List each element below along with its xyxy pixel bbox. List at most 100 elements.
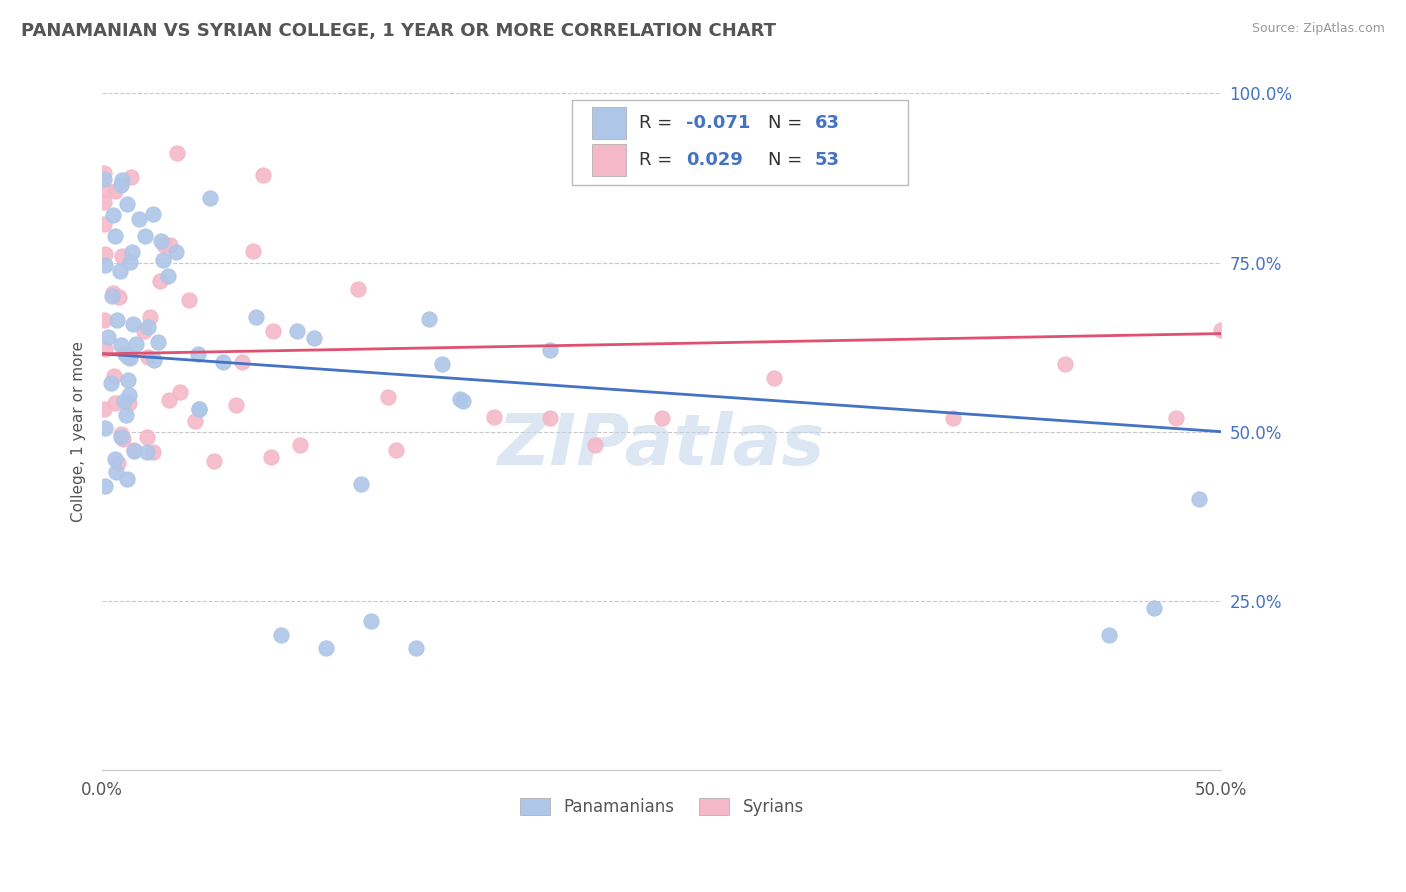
Point — [166, 145, 188, 160]
Point — [285, 325, 308, 339]
Point — [104, 465, 127, 479]
Point — [482, 409, 505, 424]
Point — [122, 444, 145, 458]
Point — [110, 427, 132, 442]
Point — [288, 438, 311, 452]
FancyBboxPatch shape — [592, 144, 626, 177]
Point — [115, 196, 138, 211]
Point — [762, 370, 785, 384]
Point — [125, 337, 148, 351]
Point — [157, 393, 180, 408]
Point — [120, 255, 142, 269]
Point — [136, 319, 159, 334]
Point — [107, 456, 129, 470]
Point — [148, 274, 170, 288]
Point — [134, 229, 156, 244]
Point — [942, 411, 965, 425]
Point — [118, 388, 141, 402]
Point — [93, 172, 115, 186]
Point — [169, 385, 191, 400]
Point — [110, 337, 132, 351]
Point — [104, 184, 127, 198]
Point — [262, 325, 284, 339]
Point — [110, 178, 132, 193]
Point — [100, 376, 122, 390]
Point — [97, 330, 120, 344]
Point — [198, 192, 221, 206]
Point — [108, 264, 131, 278]
Point — [115, 409, 138, 423]
Point — [187, 401, 209, 416]
Point — [360, 614, 382, 628]
FancyBboxPatch shape — [572, 100, 908, 185]
Point — [449, 392, 471, 406]
Point — [111, 249, 134, 263]
Point — [104, 451, 127, 466]
Text: PANAMANIAN VS SYRIAN COLLEGE, 1 YEAR OR MORE CORRELATION CHART: PANAMANIAN VS SYRIAN COLLEGE, 1 YEAR OR … — [21, 22, 776, 40]
Point — [231, 355, 253, 369]
Point — [224, 398, 246, 412]
Point — [101, 288, 124, 302]
Point — [252, 168, 274, 182]
Point — [142, 207, 165, 221]
Point — [156, 268, 179, 283]
Point — [94, 183, 117, 197]
Point — [150, 235, 173, 249]
Text: 53: 53 — [815, 151, 839, 169]
Text: N =: N = — [768, 151, 808, 169]
Point — [93, 402, 115, 417]
Point — [152, 238, 174, 252]
Point — [1143, 600, 1166, 615]
Point — [128, 212, 150, 227]
Point — [101, 208, 124, 222]
Point — [184, 414, 207, 428]
Text: -0.071: -0.071 — [686, 114, 751, 132]
Point — [1166, 411, 1188, 425]
FancyBboxPatch shape — [592, 106, 626, 139]
Point — [377, 390, 399, 404]
Point — [651, 411, 673, 425]
Point — [260, 450, 283, 464]
Point — [118, 396, 141, 410]
Point — [242, 244, 264, 258]
Point — [135, 430, 157, 444]
Point — [142, 445, 165, 459]
Point — [122, 442, 145, 457]
Point — [117, 351, 139, 365]
Point — [159, 237, 181, 252]
Point — [112, 432, 135, 446]
Text: 63: 63 — [815, 114, 839, 132]
Point — [538, 343, 561, 358]
Point — [347, 283, 370, 297]
Point — [93, 165, 115, 179]
Point — [136, 351, 159, 365]
Point — [110, 173, 132, 187]
Point — [202, 454, 225, 468]
Point — [94, 246, 117, 260]
Point — [385, 443, 408, 458]
Text: 0.029: 0.029 — [686, 151, 744, 169]
Point — [302, 331, 325, 345]
Point — [134, 324, 156, 338]
Text: Source: ZipAtlas.com: Source: ZipAtlas.com — [1251, 22, 1385, 36]
Point — [120, 351, 142, 365]
Point — [188, 401, 211, 416]
Point — [1053, 357, 1076, 371]
Point — [94, 342, 117, 356]
Point — [538, 411, 561, 425]
Point — [1098, 628, 1121, 642]
Point — [94, 479, 117, 493]
Point — [110, 429, 132, 443]
Y-axis label: College, 1 year or more: College, 1 year or more — [72, 341, 86, 522]
Point — [1188, 492, 1211, 507]
Point — [115, 472, 138, 486]
Point — [135, 445, 157, 459]
Point — [93, 313, 115, 327]
Legend: Panamanians, Syrians: Panamanians, Syrians — [513, 791, 810, 822]
Text: ZIPatlas: ZIPatlas — [498, 410, 825, 480]
Point — [245, 310, 267, 324]
Point — [121, 245, 143, 260]
Text: N =: N = — [768, 114, 808, 132]
Point — [418, 312, 440, 326]
Point — [121, 169, 143, 184]
